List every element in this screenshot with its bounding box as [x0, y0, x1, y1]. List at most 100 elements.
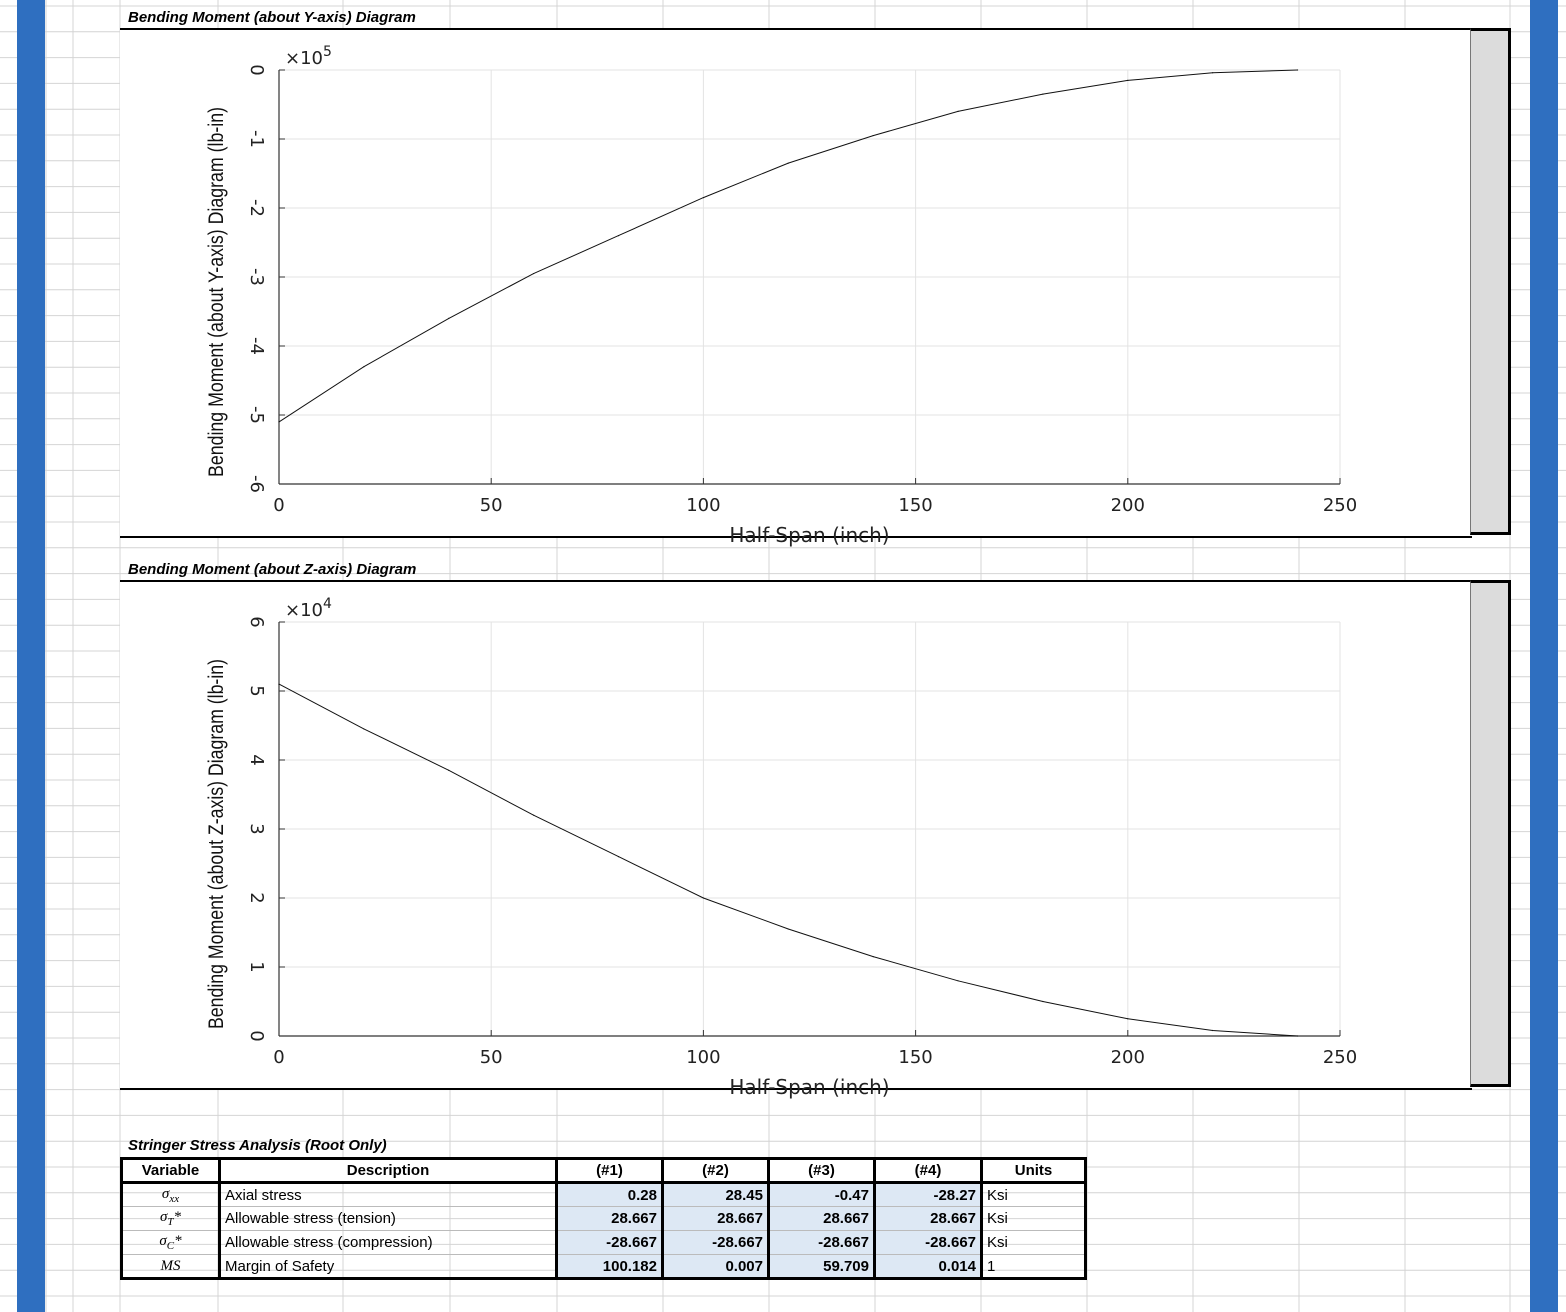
chart1-title: Bending Moment (about Y-axis) Diagram	[128, 9, 416, 26]
chart1-data-point	[533, 272, 535, 275]
chart2-data-point	[872, 956, 874, 958]
row1-variable: σxx	[120, 1182, 221, 1207]
header-col4: (#4)	[873, 1157, 983, 1184]
chart2-data-point	[278, 683, 280, 685]
chart2-title: Bending Moment (about Z-axis) Diagram	[128, 561, 417, 578]
row3-value1[interactable]: -28.667	[556, 1230, 664, 1255]
row4-value3[interactable]: 59.709	[768, 1254, 876, 1280]
chart2-y-tick-label: 0	[246, 1030, 267, 1041]
row2-description: Allowable stress (tension)	[219, 1206, 558, 1231]
chart2-y-tick-label: 2	[246, 892, 267, 903]
chart2-data-point	[702, 897, 705, 899]
chart2-y-axis-label: Bending Moment (about Z-axis) Diagram (l…	[205, 659, 228, 1029]
row3-value4[interactable]: -28.667	[874, 1230, 983, 1255]
stringer-stress-table: Variable Description (#1) (#2) (#3) (#4)…	[120, 1157, 1087, 1280]
chart1-data-point	[448, 317, 450, 319]
chart1-y-axis-label: Bending Moment (about Y-axis) Diagram (l…	[205, 107, 228, 477]
chart1-data-point	[1296, 69, 1299, 71]
row1-value2[interactable]: 28.45	[662, 1182, 770, 1207]
row1-unit: Ksi	[981, 1182, 1087, 1207]
chart1-y-tick-label: -1	[246, 130, 267, 148]
chart1-x-tick-label: 200	[1111, 495, 1145, 516]
row4-value1[interactable]: 100.182	[556, 1254, 664, 1280]
chart1-data-point	[1212, 72, 1214, 74]
chart2-x-tick-label: 200	[1111, 1047, 1145, 1068]
chart2-data-point	[787, 928, 789, 930]
row3-value2[interactable]: -28.667	[662, 1230, 770, 1255]
chart1-area: 0 50 100 150 200 250 0 -1 -2 -3 -4 -5 -6 ×105 Half-Spa…	[120, 28, 1472, 547]
row3-unit: Ksi	[981, 1230, 1087, 1255]
chart1-x-tick-label: 150	[898, 495, 932, 516]
chart1-y-tick-label: -3	[246, 268, 267, 286]
variable-subscript: xx	[169, 1192, 180, 1205]
row1-value4[interactable]: -28.27	[874, 1182, 983, 1207]
chart1-data-point	[702, 197, 705, 199]
chart2-y-multiplier: ×104	[285, 596, 332, 621]
chart2-data-point	[448, 769, 450, 771]
chart2-data-point	[1212, 1029, 1214, 1032]
row2-value3[interactable]: 28.667	[768, 1206, 876, 1231]
row4-description: Margin of Safety	[219, 1254, 558, 1280]
chart2-y-tick-label: 5	[246, 685, 267, 696]
header-col2: (#2)	[661, 1157, 770, 1184]
chart2-y-tick-label: 3	[246, 823, 267, 834]
chart2-data-point	[1042, 1000, 1044, 1003]
chart1-x-tick-label: 0	[273, 495, 284, 516]
row4-value2[interactable]: 0.007	[662, 1254, 770, 1280]
header-description: Description	[218, 1157, 558, 1184]
table-row: σC* Allowable stress (compression) -28.6…	[120, 1230, 1087, 1255]
chart2-data-point	[1296, 1035, 1299, 1037]
row1-value3[interactable]: -0.47	[768, 1182, 876, 1207]
chart1-y-tick-label: -2	[246, 199, 267, 217]
chart2-series-line	[278, 683, 1298, 1037]
chart1-x-tick-label: 100	[686, 495, 720, 516]
chart2-y-tick-label: 4	[246, 754, 267, 765]
chart1-data-point	[872, 134, 874, 137]
header-variable: Variable	[120, 1157, 221, 1184]
chart1-data-point	[957, 110, 959, 112]
table-row: σxx Axial stress 0.28 28.45 -0.47 -28.27…	[120, 1182, 1087, 1207]
header-col1: (#1)	[555, 1157, 664, 1184]
chart1-data-point	[363, 366, 365, 368]
chart1-side-panel	[1470, 28, 1511, 535]
row1-description: Axial stress	[219, 1182, 558, 1207]
chart2-area: 0 50 100 150 200 250 6 5 4 3 2 1 0 ×104 Half-Span (inc…	[120, 580, 1472, 1099]
chart1-data-point	[617, 235, 620, 237]
chart2-y-tick-label: 6	[246, 616, 267, 627]
row2-value4[interactable]: 28.667	[874, 1206, 983, 1231]
row4-unit: 1	[981, 1254, 1087, 1280]
chart2-side-panel	[1470, 580, 1511, 1087]
chart1-y-tick-label: -6	[246, 475, 267, 493]
table-title: Stringer Stress Analysis (Root Only)	[128, 1137, 387, 1154]
right-blue-bar	[1530, 0, 1558, 1312]
chart1-data-point	[1042, 93, 1044, 95]
chart2-x-tick-label: 0	[273, 1047, 284, 1068]
row2-value2[interactable]: 28.667	[662, 1206, 770, 1231]
chart2-data-point	[363, 728, 365, 730]
chart2-plot: 0 50 100 150 200 250 6 5 4 3 2 1 0 ×104 Half-Span (inc…	[205, 596, 1357, 1099]
chart1-y-tick-label: -4	[246, 337, 267, 355]
variable-subscript: C	[166, 1240, 175, 1252]
row2-variable: σT*	[120, 1206, 221, 1231]
row2-value1[interactable]: 28.667	[556, 1206, 664, 1231]
left-blue-bar	[17, 0, 45, 1312]
chart2-data-point	[1127, 1018, 1129, 1020]
chart1-x-tick-label: 50	[480, 495, 503, 516]
table-row: MS Margin of Safety 100.182 0.007 59.709…	[120, 1254, 1087, 1280]
row4-value4[interactable]: 0.014	[874, 1254, 983, 1280]
row3-variable: σC*	[120, 1230, 221, 1255]
table-header-row: Variable Description (#1) (#2) (#3) (#4)…	[120, 1157, 1087, 1184]
row3-value3[interactable]: -28.667	[768, 1230, 876, 1255]
chart1-y-tick-label: -5	[246, 406, 267, 424]
header-col3: (#3)	[767, 1157, 876, 1184]
chart2-data-point	[533, 814, 535, 816]
chart2-x-tick-label: 150	[898, 1047, 932, 1068]
row3-description: Allowable stress (compression)	[219, 1230, 558, 1255]
chart1-x-tick-label: 250	[1323, 495, 1357, 516]
chart1-data-point	[278, 421, 280, 423]
chart2-x-tick-label: 50	[480, 1047, 503, 1068]
chart2-x-tick-label: 100	[686, 1047, 720, 1068]
row1-value1[interactable]: 0.28	[556, 1182, 664, 1207]
chart1-series-line	[278, 69, 1298, 423]
chart2-data-point	[957, 980, 959, 982]
